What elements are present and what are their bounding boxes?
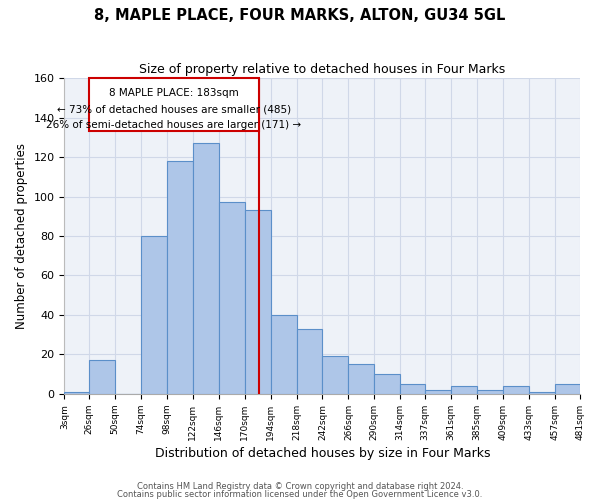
Bar [503,386,529,394]
Bar [322,356,349,394]
Bar [219,202,245,394]
Text: ← 73% of detached houses are smaller (485): ← 73% of detached houses are smaller (48… [57,104,291,114]
Bar [167,161,193,394]
Text: Contains public sector information licensed under the Open Government Licence v3: Contains public sector information licen… [118,490,482,499]
Bar [245,210,271,394]
Bar [451,386,477,394]
Bar [141,236,167,394]
Bar [271,315,296,394]
Title: Size of property relative to detached houses in Four Marks: Size of property relative to detached ho… [139,62,506,76]
Bar [349,364,374,394]
Bar [296,329,322,394]
Bar [89,360,115,394]
Bar [193,143,219,394]
Text: Contains HM Land Registry data © Crown copyright and database right 2024.: Contains HM Land Registry data © Crown c… [137,482,463,491]
Y-axis label: Number of detached properties: Number of detached properties [15,143,28,329]
Bar [400,384,425,394]
Bar [529,392,554,394]
Bar [477,390,503,394]
Text: 8, MAPLE PLACE, FOUR MARKS, ALTON, GU34 5GL: 8, MAPLE PLACE, FOUR MARKS, ALTON, GU34 … [94,8,506,22]
Bar [374,374,400,394]
Bar [64,392,89,394]
Text: 26% of semi-detached houses are larger (171) →: 26% of semi-detached houses are larger (… [46,120,302,130]
Bar [425,390,451,394]
Bar [554,384,580,394]
X-axis label: Distribution of detached houses by size in Four Marks: Distribution of detached houses by size … [155,447,490,460]
Text: 8 MAPLE PLACE: 183sqm: 8 MAPLE PLACE: 183sqm [109,88,239,98]
FancyBboxPatch shape [89,78,259,132]
